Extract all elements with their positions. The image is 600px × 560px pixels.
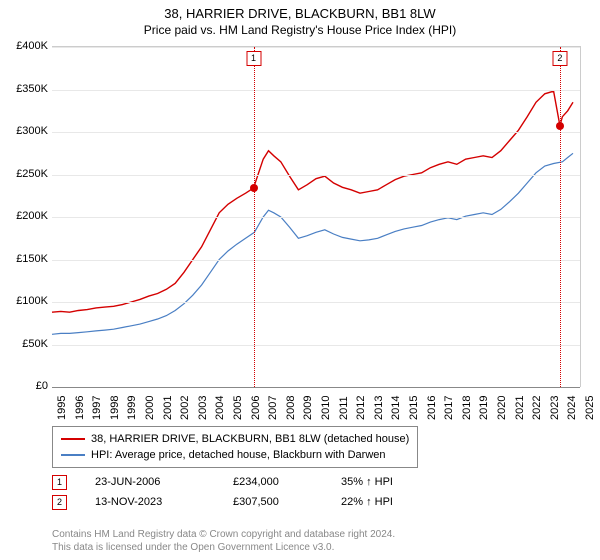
y-axis-label: £50K — [4, 338, 48, 350]
y-axis-label: £350K — [4, 83, 48, 95]
x-axis-label: 1998 — [109, 396, 121, 420]
x-axis-label: 2014 — [390, 396, 402, 420]
x-axis-label: 2000 — [144, 396, 156, 420]
gridline — [52, 132, 580, 133]
legend-row: 38, HARRIER DRIVE, BLACKBURN, BB1 8LW (d… — [61, 431, 409, 447]
sale-date: 23-JUN-2006 — [95, 476, 205, 488]
x-axis-label: 2004 — [214, 396, 226, 420]
x-axis-label: 2023 — [549, 396, 561, 420]
x-axis-label: 2001 — [162, 396, 174, 420]
x-axis-label: 2003 — [197, 396, 209, 420]
plot-area: 12 — [52, 46, 581, 387]
gridline — [52, 387, 580, 388]
marker-vline — [560, 47, 561, 387]
y-axis-label: £250K — [4, 168, 48, 180]
y-axis-label: £100K — [4, 295, 48, 307]
x-axis-label: 2020 — [496, 396, 508, 420]
x-axis-label: 2013 — [373, 396, 385, 420]
gridline — [52, 47, 580, 48]
x-axis-label: 2017 — [443, 396, 455, 420]
y-axis-label: £400K — [4, 40, 48, 52]
footer-line-1: Contains HM Land Registry data © Crown c… — [52, 528, 395, 541]
y-axis-label: £200K — [4, 210, 48, 222]
marker-vline — [254, 47, 255, 387]
x-axis-label: 2010 — [320, 396, 332, 420]
footer-text: Contains HM Land Registry data © Crown c… — [52, 528, 395, 554]
legend-box: 38, HARRIER DRIVE, BLACKBURN, BB1 8LW (d… — [52, 426, 418, 468]
chart-subtitle: Price paid vs. HM Land Registry's House … — [0, 21, 600, 41]
gridline — [52, 345, 580, 346]
x-axis-label: 1997 — [91, 396, 103, 420]
x-axis-label: 2006 — [250, 396, 262, 420]
gridline — [52, 175, 580, 176]
gridline — [52, 217, 580, 218]
marker-label: 1 — [246, 51, 261, 66]
sale-marker-icon: 2 — [52, 495, 67, 510]
gridline — [52, 260, 580, 261]
y-axis-label: £300K — [4, 125, 48, 137]
y-axis-label: £150K — [4, 253, 48, 265]
gridline — [52, 302, 580, 303]
x-axis-label: 1996 — [74, 396, 86, 420]
sale-hpi: 22% ↑ HPI — [341, 496, 431, 508]
x-axis-label: 2002 — [179, 396, 191, 420]
x-axis-label: 2018 — [461, 396, 473, 420]
legend-row: HPI: Average price, detached house, Blac… — [61, 447, 409, 463]
x-axis-label: 2009 — [302, 396, 314, 420]
x-axis-label: 2021 — [514, 396, 526, 420]
x-axis-label: 2015 — [408, 396, 420, 420]
chart-container: 38, HARRIER DRIVE, BLACKBURN, BB1 8LW Pr… — [0, 0, 600, 560]
series-line — [52, 91, 573, 312]
sales-table: 1 23-JUN-2006 £234,000 35% ↑ HPI 2 13-NOV-202… — [52, 472, 431, 512]
sale-date: 13-NOV-2023 — [95, 496, 205, 508]
gridline — [52, 90, 580, 91]
x-axis-label: 2016 — [426, 396, 438, 420]
footer-line-2: This data is licensed under the Open Gov… — [52, 541, 395, 554]
sale-price: £234,000 — [233, 476, 313, 488]
marker-label: 2 — [552, 51, 567, 66]
x-axis-label: 2007 — [267, 396, 279, 420]
legend-label: 38, HARRIER DRIVE, BLACKBURN, BB1 8LW (d… — [91, 431, 409, 447]
sale-row: 2 13-NOV-2023 £307,500 22% ↑ HPI — [52, 492, 431, 512]
sale-marker-icon: 1 — [52, 475, 67, 490]
marker-dot — [556, 122, 564, 130]
sale-price: £307,500 — [233, 496, 313, 508]
legend-swatch — [61, 454, 85, 456]
x-axis-label: 1995 — [56, 396, 68, 420]
x-axis-label: 2025 — [584, 396, 596, 420]
marker-dot — [250, 184, 258, 192]
chart-title: 38, HARRIER DRIVE, BLACKBURN, BB1 8LW — [0, 0, 600, 21]
sale-row: 1 23-JUN-2006 £234,000 35% ↑ HPI — [52, 472, 431, 492]
x-axis-label: 2019 — [478, 396, 490, 420]
x-axis-label: 2005 — [232, 396, 244, 420]
x-axis-label: 1999 — [126, 396, 138, 420]
legend-label: HPI: Average price, detached house, Blac… — [91, 447, 386, 463]
x-axis-label: 2011 — [338, 396, 350, 420]
legend-swatch — [61, 438, 85, 440]
x-axis-label: 2022 — [531, 396, 543, 420]
x-axis-label: 2012 — [355, 396, 367, 420]
sale-hpi: 35% ↑ HPI — [341, 476, 431, 488]
y-axis-label: £0 — [4, 380, 48, 392]
x-axis-label: 2024 — [566, 396, 578, 420]
x-axis-label: 2008 — [285, 396, 297, 420]
